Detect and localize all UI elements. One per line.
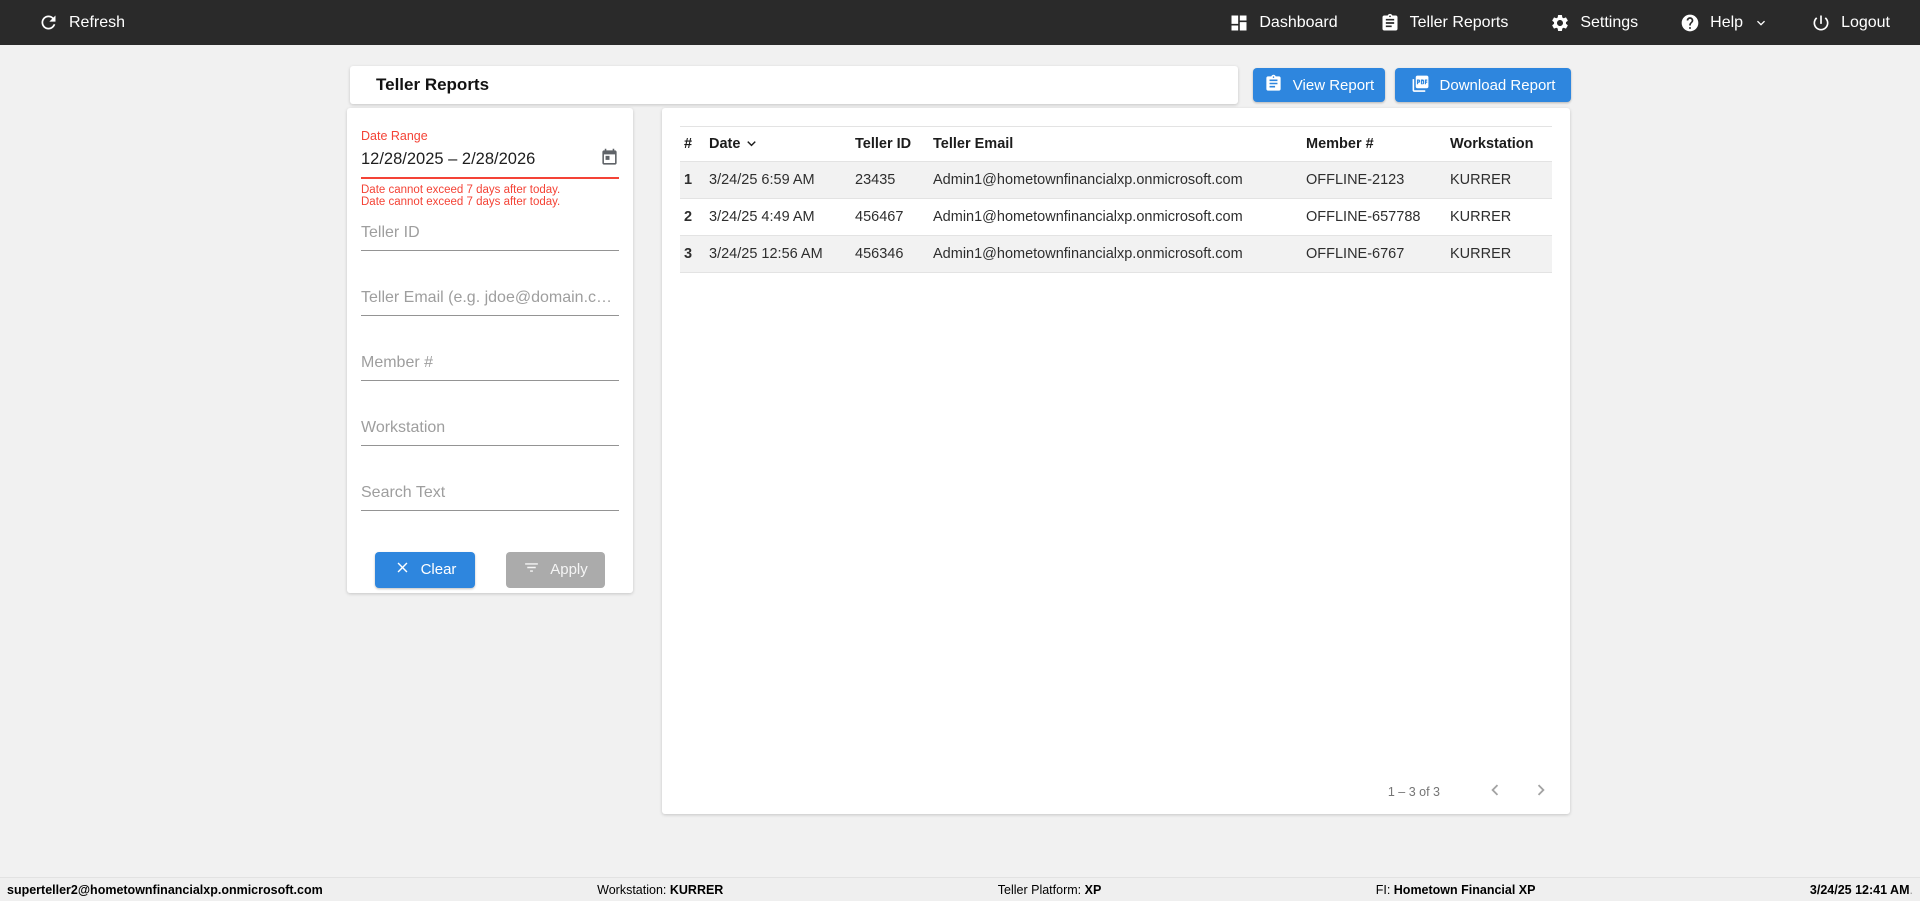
table-cell: 1 xyxy=(680,161,705,199)
table-cell: OFFLINE-657788 xyxy=(1302,198,1446,236)
next-page-icon[interactable] xyxy=(1530,779,1552,804)
date-range-error: Date cannot exceed 7 days after today. xyxy=(361,196,561,209)
nav-item-label: Settings xyxy=(1580,13,1639,31)
table-body: 1 3/24/25 6:59 AM 23435 Admin1@hometownfina… xyxy=(680,161,1552,273)
table-cell: 23435 xyxy=(851,161,929,199)
column-header-teller-id: Teller ID xyxy=(851,126,929,162)
status-fi: FI: Hometown Financial XP xyxy=(1375,882,1536,897)
table-cell: KURRER xyxy=(1446,198,1552,236)
date-range-input[interactable] xyxy=(361,149,586,169)
refresh-icon xyxy=(38,12,59,33)
table-cell: 3/24/25 12:56 AM xyxy=(705,235,851,273)
column-header-workstation: Workstation xyxy=(1446,126,1552,162)
table-cell: 2 xyxy=(680,198,705,236)
main-content: Teller Reports View Report Download Repo… xyxy=(0,45,1920,877)
date-range-field xyxy=(361,148,619,179)
pdf-icon xyxy=(1411,74,1430,97)
table-cell: 456467 xyxy=(851,198,929,236)
logged-in-user: superteller2@hometownfinancialxp.onmicro… xyxy=(7,882,323,897)
apply-button[interactable]: Apply xyxy=(506,551,605,588)
nav-item-dashboard[interactable]: Dashboard xyxy=(1229,13,1338,33)
view-report-label: View Report xyxy=(1292,76,1375,94)
nav-item-label: Teller Reports xyxy=(1409,13,1509,31)
table-cell: KURRER xyxy=(1446,235,1552,273)
clear-button[interactable]: Clear xyxy=(375,551,475,588)
report-table: # Date Teller ID Teller Email Member # W… xyxy=(680,126,1552,273)
nav-item-label: Help xyxy=(1710,13,1744,31)
nav-item-logout[interactable]: Logout xyxy=(1811,13,1890,33)
column-header-number: # xyxy=(680,126,705,162)
nav-item-help[interactable]: Help xyxy=(1680,13,1769,33)
help-icon xyxy=(1680,13,1700,33)
download-report-label: Download Report xyxy=(1439,76,1556,94)
download-report-button[interactable]: Download Report xyxy=(1395,68,1571,102)
report-clipboard-icon xyxy=(1264,74,1283,97)
workstation-input[interactable] xyxy=(361,418,619,446)
table-cell: Admin1@hometownfinancialxp.onmicrosoft.c… xyxy=(929,198,1302,236)
nav-item-label: Dashboard xyxy=(1259,13,1338,31)
table-cell: Admin1@hometownfinancialxp.onmicrosoft.c… xyxy=(929,161,1302,199)
status-platform: Teller Platform: XP xyxy=(997,882,1102,897)
clipboard-icon xyxy=(1380,13,1400,33)
filter-panel: Date Range Date cannot exceed 7 days aft… xyxy=(347,108,633,593)
column-header-member: Member # xyxy=(1302,126,1446,162)
status-bar: superteller2@hometownfinancialxp.onmicro… xyxy=(0,877,1920,901)
nav-item-teller-reports[interactable]: Teller Reports xyxy=(1380,13,1509,33)
teller-id-input[interactable] xyxy=(361,223,619,251)
table-cell: OFFLINE-6767 xyxy=(1302,235,1446,273)
pagination-range-label: 1 – 3 of 3 xyxy=(1387,784,1440,799)
top-navbar: Refresh Dashboard Teller Reports Setting… xyxy=(0,0,1920,45)
column-header-date[interactable]: Date xyxy=(705,126,851,162)
teller-email-input[interactable] xyxy=(361,288,619,316)
power-icon xyxy=(1811,13,1831,33)
view-report-button[interactable]: View Report xyxy=(1253,68,1385,102)
table-row[interactable]: 1 3/24/25 6:59 AM 23435 Admin1@hometownfina… xyxy=(680,161,1552,199)
apply-label: Apply xyxy=(550,561,588,579)
member-number-input[interactable] xyxy=(361,353,619,381)
table-cell: 3/24/25 4:49 AM xyxy=(705,198,851,236)
date-range-label: Date Range xyxy=(361,129,428,143)
status-workstation: Workstation: KURRER xyxy=(597,882,724,897)
chevron-down-icon xyxy=(1753,15,1769,31)
report-table-panel: # Date Teller ID Teller Email Member # W… xyxy=(662,108,1570,814)
table-row[interactable]: 2 3/24/25 4:49 AM 456467 Admin1@hometownfin… xyxy=(680,198,1552,236)
refresh-button[interactable]: Refresh xyxy=(38,12,125,33)
column-header-teller-email: Teller Email xyxy=(929,126,1302,162)
sort-desc-icon xyxy=(743,134,760,155)
close-icon xyxy=(394,559,411,580)
date-range-errors: Date cannot exceed 7 days after today. D… xyxy=(361,184,619,209)
calendar-icon[interactable] xyxy=(600,148,619,170)
previous-page-icon[interactable] xyxy=(1484,779,1506,804)
date-range-error: Date cannot exceed 7 days after today. xyxy=(361,184,561,196)
nav-item-label: Logout xyxy=(1841,13,1890,31)
dashboard-icon xyxy=(1229,13,1249,33)
status-datetime: 3/24/25 12:41 AM. xyxy=(1809,882,1913,897)
filter-icon xyxy=(523,559,540,580)
table-cell: 3/24/25 6:59 AM xyxy=(705,161,851,199)
clear-label: Clear xyxy=(420,561,457,579)
table-cell: KURRER xyxy=(1446,161,1552,199)
gear-icon xyxy=(1550,13,1570,33)
table-row[interactable]: 3 3/24/25 12:56 AM 456346 Admin1@hometownfi… xyxy=(680,235,1552,273)
column-header-date-label: Date xyxy=(709,136,741,152)
table-cell: Admin1@hometownfinancialxp.onmicrosoft.c… xyxy=(929,235,1302,273)
nav-item-settings[interactable]: Settings xyxy=(1550,13,1638,33)
page-title: Teller Reports xyxy=(376,75,490,94)
table-header-row: # Date Teller ID Teller Email Member # W… xyxy=(680,126,1552,162)
refresh-label: Refresh xyxy=(69,13,126,31)
filter-actions: Clear Apply xyxy=(375,551,605,588)
table-cell: OFFLINE-2123 xyxy=(1302,161,1446,199)
search-text-input[interactable] xyxy=(361,483,619,511)
table-cell: 3 xyxy=(680,235,705,273)
page-title-bar: Teller Reports xyxy=(350,66,1238,104)
table-cell: 456346 xyxy=(851,235,929,273)
pagination: 1 – 3 of 3 xyxy=(1388,779,1552,804)
